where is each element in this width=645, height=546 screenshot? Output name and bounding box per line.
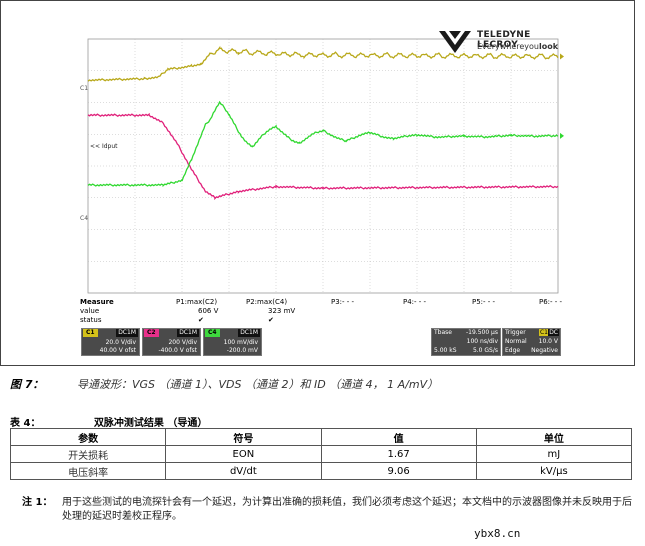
logo-tagline: Everywhereyoulook	[477, 42, 559, 51]
channel-coupling: DC1M	[177, 329, 199, 337]
note-text: 用于这些测试的电流探针会有一个延迟，为计算出准确的损耗值，我们必须考虑这个延迟；…	[62, 497, 632, 522]
measure-value: 606 V	[198, 307, 219, 315]
table-header-row: 参数 符号 值 单位	[9, 428, 633, 446]
timebase-div: 100 ns/div	[466, 338, 498, 345]
channel-offset: -400.0 V ofst	[158, 347, 197, 354]
measure-label: Measure	[80, 298, 114, 306]
timebase-box[interactable]: Tbase -19.500 µs 100 ns/div 5.00 kS 5.0 …	[431, 328, 501, 356]
trace-c2	[87, 112, 559, 201]
table-row: 电压斜率 dV/dt 9.06 kV/µs	[9, 462, 633, 480]
oscilloscope-screenshot: TELEDYNE LECROY Everywhereyoulook C1 C4 …	[0, 0, 635, 366]
measure-status-label: status	[80, 316, 102, 324]
cell-value: 9.06	[320, 462, 477, 480]
cell-unit: mJ	[475, 445, 633, 463]
cell-param: 开关损耗	[9, 445, 167, 463]
channel-scale: 100 mV/div	[223, 339, 258, 346]
header-symbol: 符号	[165, 428, 322, 446]
figure-text: 导通波形：VGS （通道 1）、VDS （通道 2）和 ID （通道 4， 1 …	[76, 378, 439, 391]
trigger-box[interactable]: Trigger C1 DC Normal 10.0 V Edge Negativ…	[502, 328, 561, 356]
table-number: 表 4：	[10, 418, 41, 429]
logo-brand-text: TELEDYNE LECROY	[477, 30, 531, 50]
channel-tag: C4	[205, 329, 220, 337]
cell-param: 电压斜率	[9, 462, 167, 480]
measure-name: P6:- - -	[539, 298, 563, 306]
measure-name: P3:- - -	[331, 298, 355, 306]
c1-offset-arrow	[560, 53, 564, 60]
measure-status: ✔	[198, 316, 204, 324]
channel-offset: 40.00 V ofst	[99, 347, 136, 354]
measure-name: P5:- - -	[472, 298, 496, 306]
trigger-type: Edge	[505, 347, 521, 354]
timebase-samples: 5.00 kS	[434, 347, 457, 354]
cell-value: 1.67	[320, 445, 477, 463]
note-label: 注 1：	[22, 497, 53, 508]
scope-plot	[87, 38, 564, 294]
measure-name: P2:max(C4)	[246, 298, 288, 306]
channel-offset: -200.0 mV	[226, 347, 258, 354]
cursor-label: << Idput	[90, 143, 118, 150]
channel-scale: 20.0 V/div	[105, 339, 136, 346]
channel-coupling: DC1M	[238, 329, 260, 337]
channel-tag: C2	[144, 329, 159, 337]
measure-name: P1:max(C2)	[176, 298, 218, 306]
channel-box-c2[interactable]: C2 DC1M 200 V/div -400.0 V ofst	[142, 328, 201, 356]
figure-number: 图 7：	[10, 378, 44, 391]
c1-level-marker: C1	[80, 85, 89, 92]
measure-status: ✔	[268, 316, 274, 324]
figure-caption: 图 7： 导通波形：VGS （通道 1）、VDS （通道 2）和 ID （通道 …	[10, 376, 438, 392]
measure-value-label: value	[80, 307, 100, 315]
channel-coupling: DC1M	[116, 329, 138, 337]
c4-level-marker: C4	[80, 215, 89, 222]
cell-symbol: EON	[165, 445, 322, 463]
trigger-slope: Negative	[531, 347, 558, 354]
measure-name: P4:- - -	[403, 298, 427, 306]
results-table: 参数 符号 值 单位 开关损耗 EON 1.67 mJ 电压斜率 dV/dt 9…	[9, 428, 633, 480]
lecroy-triangle-icon	[439, 31, 471, 53]
header-param: 参数	[9, 428, 167, 446]
cell-unit: kV/µs	[475, 462, 633, 480]
header-unit: 单位	[475, 428, 633, 446]
channel-scale: 200 V/div	[168, 339, 197, 346]
trigger-coupling: DC	[548, 329, 559, 336]
trigger-title: Trigger	[505, 329, 526, 336]
measure-value: 323 mV	[268, 307, 296, 315]
table-caption: 表 4： 双脉冲测试结果 （导通）	[10, 414, 207, 429]
trigger-source: C1	[538, 329, 549, 336]
watermark: ybx8.cn	[474, 527, 521, 540]
timebase-offset: -19.500 µs	[465, 329, 498, 336]
timebase-title: Tbase	[434, 329, 452, 336]
channel-box-c4[interactable]: C4 DC1M 100 mV/div -200.0 mV	[203, 328, 262, 356]
table-title: 双脉冲测试结果 （导通）	[93, 418, 208, 429]
measure-panel: Measure value status P1:max(C2) 606 V ✔ P2:…	[80, 298, 563, 328]
timebase-rate: 5.0 GS/s	[472, 347, 498, 354]
trigger-mode: Normal	[505, 338, 527, 345]
header-value: 值	[320, 428, 477, 446]
trigger-level: 10.0 V	[538, 338, 558, 345]
cell-symbol: dV/dt	[165, 462, 322, 480]
channel-box-c1[interactable]: C1 DC1M 20.0 V/div 40.00 V ofst	[81, 328, 140, 356]
trace-c1	[87, 45, 559, 82]
c4-offset-arrow	[560, 132, 564, 139]
trace-c4	[87, 100, 559, 188]
table-row: 开关损耗 EON 1.67 mJ	[9, 445, 633, 463]
teledyne-lecroy-logo: TELEDYNE LECROY Everywhereyoulook	[437, 29, 567, 57]
channel-tag: C1	[83, 329, 98, 337]
